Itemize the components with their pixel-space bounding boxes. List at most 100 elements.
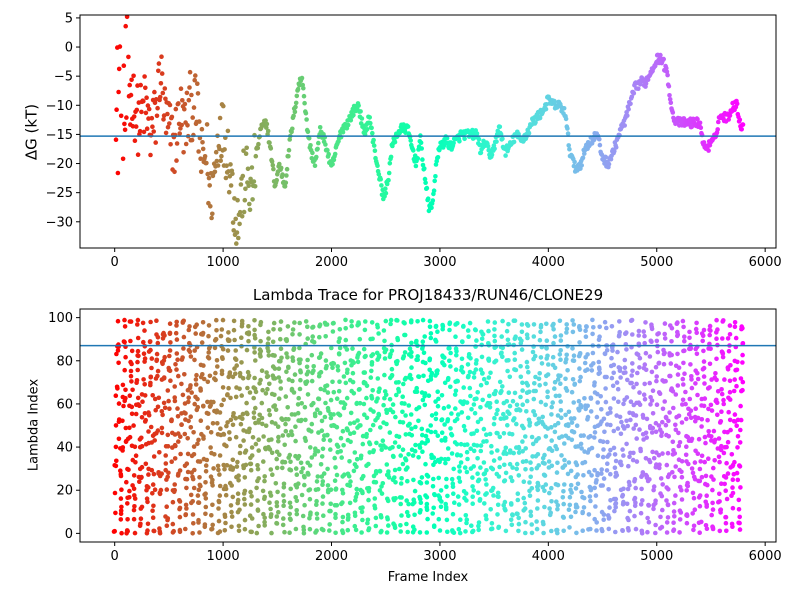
lambda-point (260, 421, 265, 427)
lambda-point (562, 482, 567, 487)
lambda-point (378, 529, 384, 535)
lambda-point (388, 321, 393, 327)
lambda-point (187, 349, 193, 355)
lambda-point (328, 501, 334, 507)
lambda-point (522, 500, 528, 506)
lambda-point (362, 327, 368, 333)
lambda-point (533, 388, 538, 394)
lambda-point (400, 394, 406, 400)
lambda-point (304, 379, 310, 384)
lambda-point (718, 447, 724, 453)
lambda-point (624, 441, 629, 447)
lambda-point (139, 504, 145, 510)
delta-g-point (116, 89, 121, 95)
lambda-point (263, 391, 269, 396)
lambda-point (420, 339, 426, 345)
lambda-point (273, 421, 278, 426)
delta-g-point (280, 172, 285, 177)
lambda-point (336, 388, 342, 394)
delta-g-x-tick-label: 1000 (207, 255, 240, 270)
lambda-point (540, 414, 545, 420)
lambda-point (288, 504, 294, 510)
lambda-point (281, 493, 286, 498)
lambda-point (272, 392, 277, 398)
lambda-point (362, 354, 368, 360)
lambda-point (203, 469, 209, 474)
lambda-point (253, 441, 259, 447)
lambda-point (308, 445, 313, 450)
lambda-point (740, 352, 745, 358)
lambda-point (159, 409, 165, 414)
lambda-point (227, 430, 232, 435)
lambda-point (315, 449, 321, 454)
lambda-point (122, 324, 128, 329)
lambda-point (647, 380, 652, 386)
lambda-point (230, 494, 236, 500)
lambda-point (566, 507, 572, 512)
lambda-point (223, 483, 228, 489)
lambda-point (265, 374, 271, 379)
lambda-point (577, 378, 583, 384)
lambda-point (135, 359, 140, 365)
lambda-point (118, 517, 124, 522)
lambda-point (165, 432, 171, 438)
lambda-point (406, 452, 411, 457)
lambda-point (712, 458, 717, 463)
delta-g-point (157, 94, 163, 100)
lambda-point (559, 453, 564, 458)
lambda-point (231, 318, 237, 324)
lambda-panel: Lambda Trace for PROJ18433/RUN46/CLONE29… (27, 286, 782, 585)
lambda-point (707, 323, 713, 329)
lambda-point (608, 471, 613, 477)
delta-g-point (608, 156, 614, 162)
lambda-point (455, 494, 461, 499)
delta-g-point (274, 177, 280, 183)
lambda-point (334, 503, 340, 508)
lambda-point (711, 477, 716, 482)
delta-g-point (372, 148, 378, 153)
lambda-point (309, 429, 314, 434)
delta-g-point (251, 179, 257, 184)
lambda-point (348, 479, 353, 484)
lambda-point (128, 373, 134, 379)
delta-g-point (181, 150, 186, 155)
lambda-point (719, 481, 724, 487)
lambda-point (188, 492, 194, 498)
lambda-point (323, 400, 328, 406)
delta-g-x-tick-label: 0 (111, 255, 119, 270)
lambda-point (610, 383, 616, 389)
lambda-point (415, 357, 421, 363)
delta-g-point (122, 121, 127, 127)
lambda-point (230, 457, 236, 463)
lambda-point (281, 516, 286, 521)
lambda-point (398, 453, 404, 458)
lambda-point (179, 357, 185, 362)
lambda-point (488, 507, 494, 512)
lambda-point (462, 465, 468, 470)
lambda-point (201, 363, 206, 368)
lambda-point (261, 434, 266, 439)
lambda-point (296, 395, 302, 401)
lambda-point (284, 338, 290, 344)
delta-g-point (345, 122, 351, 128)
lambda-point (476, 477, 482, 483)
lambda-point (475, 456, 480, 461)
lambda-point (604, 325, 609, 331)
lambda-point (116, 436, 122, 442)
lambda-point (503, 470, 509, 476)
lambda-point (131, 507, 137, 513)
lambda-point (722, 481, 727, 487)
lambda-point (112, 528, 117, 534)
lambda-point (728, 363, 733, 368)
lambda-point (164, 504, 169, 510)
lambda-point (614, 380, 620, 385)
lambda-point (565, 368, 570, 373)
lambda-point (509, 432, 515, 437)
lambda-point (150, 491, 155, 496)
lambda-point (161, 400, 167, 406)
lambda-point (320, 501, 325, 506)
delta-g-point (234, 230, 240, 235)
delta-g-point (430, 198, 436, 203)
lambda-point (524, 398, 530, 404)
lambda-point (449, 433, 455, 438)
